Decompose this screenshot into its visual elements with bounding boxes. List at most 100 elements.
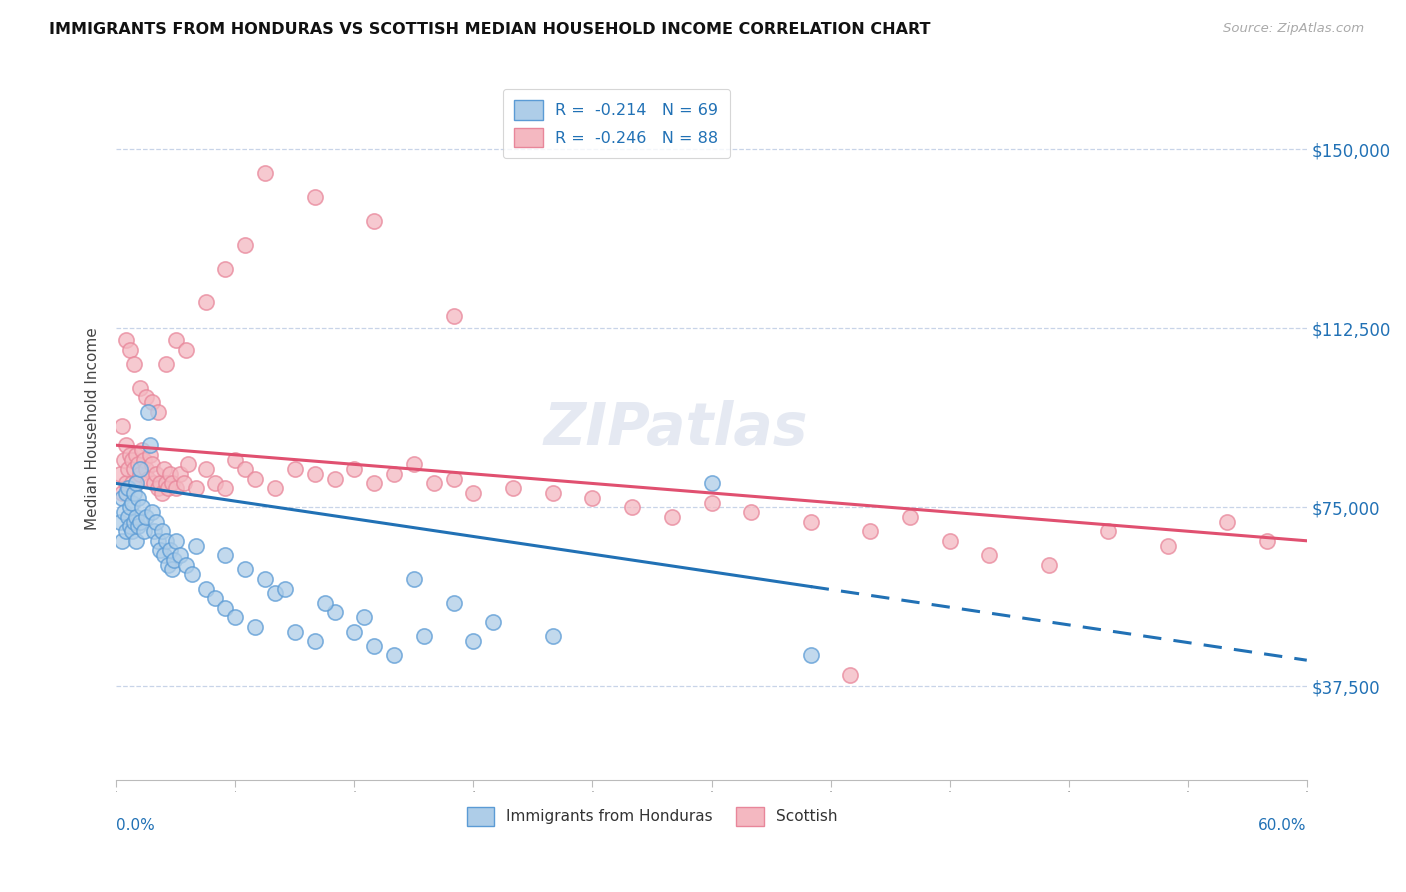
Point <box>233 237 256 252</box>
Point <box>938 533 960 548</box>
Point <box>233 562 256 576</box>
Point <box>402 458 425 472</box>
Point <box>115 438 138 452</box>
Point <box>159 543 181 558</box>
Point <box>129 462 152 476</box>
Point <box>382 467 405 481</box>
Point <box>402 572 425 586</box>
Point <box>304 467 326 481</box>
Point <box>264 481 287 495</box>
Point <box>304 190 326 204</box>
Point <box>122 357 145 371</box>
Point <box>463 486 485 500</box>
Point <box>422 476 444 491</box>
Point <box>502 481 524 495</box>
Point <box>159 467 181 481</box>
Point <box>382 648 405 663</box>
Point <box>136 472 159 486</box>
Point <box>541 486 564 500</box>
Point <box>621 500 644 515</box>
Point <box>224 452 246 467</box>
Point <box>1038 558 1060 572</box>
Point <box>541 629 564 643</box>
Point <box>214 548 236 562</box>
Point <box>141 458 163 472</box>
Point <box>204 591 226 606</box>
Point <box>125 476 148 491</box>
Point <box>160 476 183 491</box>
Point <box>110 515 132 529</box>
Point <box>115 524 138 539</box>
Point <box>274 582 297 596</box>
Point <box>155 357 177 371</box>
Point <box>132 524 155 539</box>
Point <box>127 519 149 533</box>
Point <box>132 452 155 467</box>
Point <box>700 476 723 491</box>
Legend: Immigrants from Honduras, Scottish: Immigrants from Honduras, Scottish <box>461 801 844 831</box>
Point <box>463 634 485 648</box>
Point <box>1256 533 1278 548</box>
Point <box>214 600 236 615</box>
Point <box>1216 515 1239 529</box>
Point <box>110 467 132 481</box>
Point <box>129 515 152 529</box>
Point <box>177 458 200 472</box>
Text: 0.0%: 0.0% <box>117 818 155 833</box>
Point <box>304 634 326 648</box>
Point <box>898 509 921 524</box>
Point <box>125 476 148 491</box>
Point <box>165 333 187 347</box>
Point <box>363 639 385 653</box>
Point <box>143 476 166 491</box>
Point <box>1097 524 1119 539</box>
Point <box>117 462 139 476</box>
Point <box>839 667 862 681</box>
Point <box>363 213 385 227</box>
Point <box>343 462 366 476</box>
Point <box>125 509 148 524</box>
Point <box>115 486 138 500</box>
Point <box>363 476 385 491</box>
Point <box>224 610 246 624</box>
Point <box>149 543 172 558</box>
Point <box>155 476 177 491</box>
Point <box>156 558 179 572</box>
Point <box>146 533 169 548</box>
Point <box>214 481 236 495</box>
Point <box>121 495 143 509</box>
Point <box>150 486 173 500</box>
Point <box>169 548 191 562</box>
Point <box>125 533 148 548</box>
Point <box>740 505 762 519</box>
Point <box>127 458 149 472</box>
Point <box>243 620 266 634</box>
Point <box>165 481 187 495</box>
Point <box>160 562 183 576</box>
Point <box>343 624 366 639</box>
Point <box>173 476 195 491</box>
Point <box>443 310 465 324</box>
Text: 60.0%: 60.0% <box>1258 818 1306 833</box>
Point <box>156 481 179 495</box>
Point <box>122 515 145 529</box>
Point <box>149 476 172 491</box>
Point <box>284 462 307 476</box>
Point <box>120 343 142 357</box>
Point <box>121 452 143 467</box>
Point <box>174 558 197 572</box>
Point <box>443 472 465 486</box>
Point <box>233 462 256 476</box>
Point <box>412 629 434 643</box>
Point <box>153 462 176 476</box>
Point <box>800 515 823 529</box>
Point <box>129 381 152 395</box>
Point <box>121 524 143 539</box>
Point <box>264 586 287 600</box>
Point <box>859 524 882 539</box>
Y-axis label: Median Household Income: Median Household Income <box>86 327 100 530</box>
Text: IMMIGRANTS FROM HONDURAS VS SCOTTISH MEDIAN HOUSEHOLD INCOME CORRELATION CHART: IMMIGRANTS FROM HONDURAS VS SCOTTISH MED… <box>49 22 931 37</box>
Point <box>141 395 163 409</box>
Point <box>184 539 207 553</box>
Point <box>194 582 217 596</box>
